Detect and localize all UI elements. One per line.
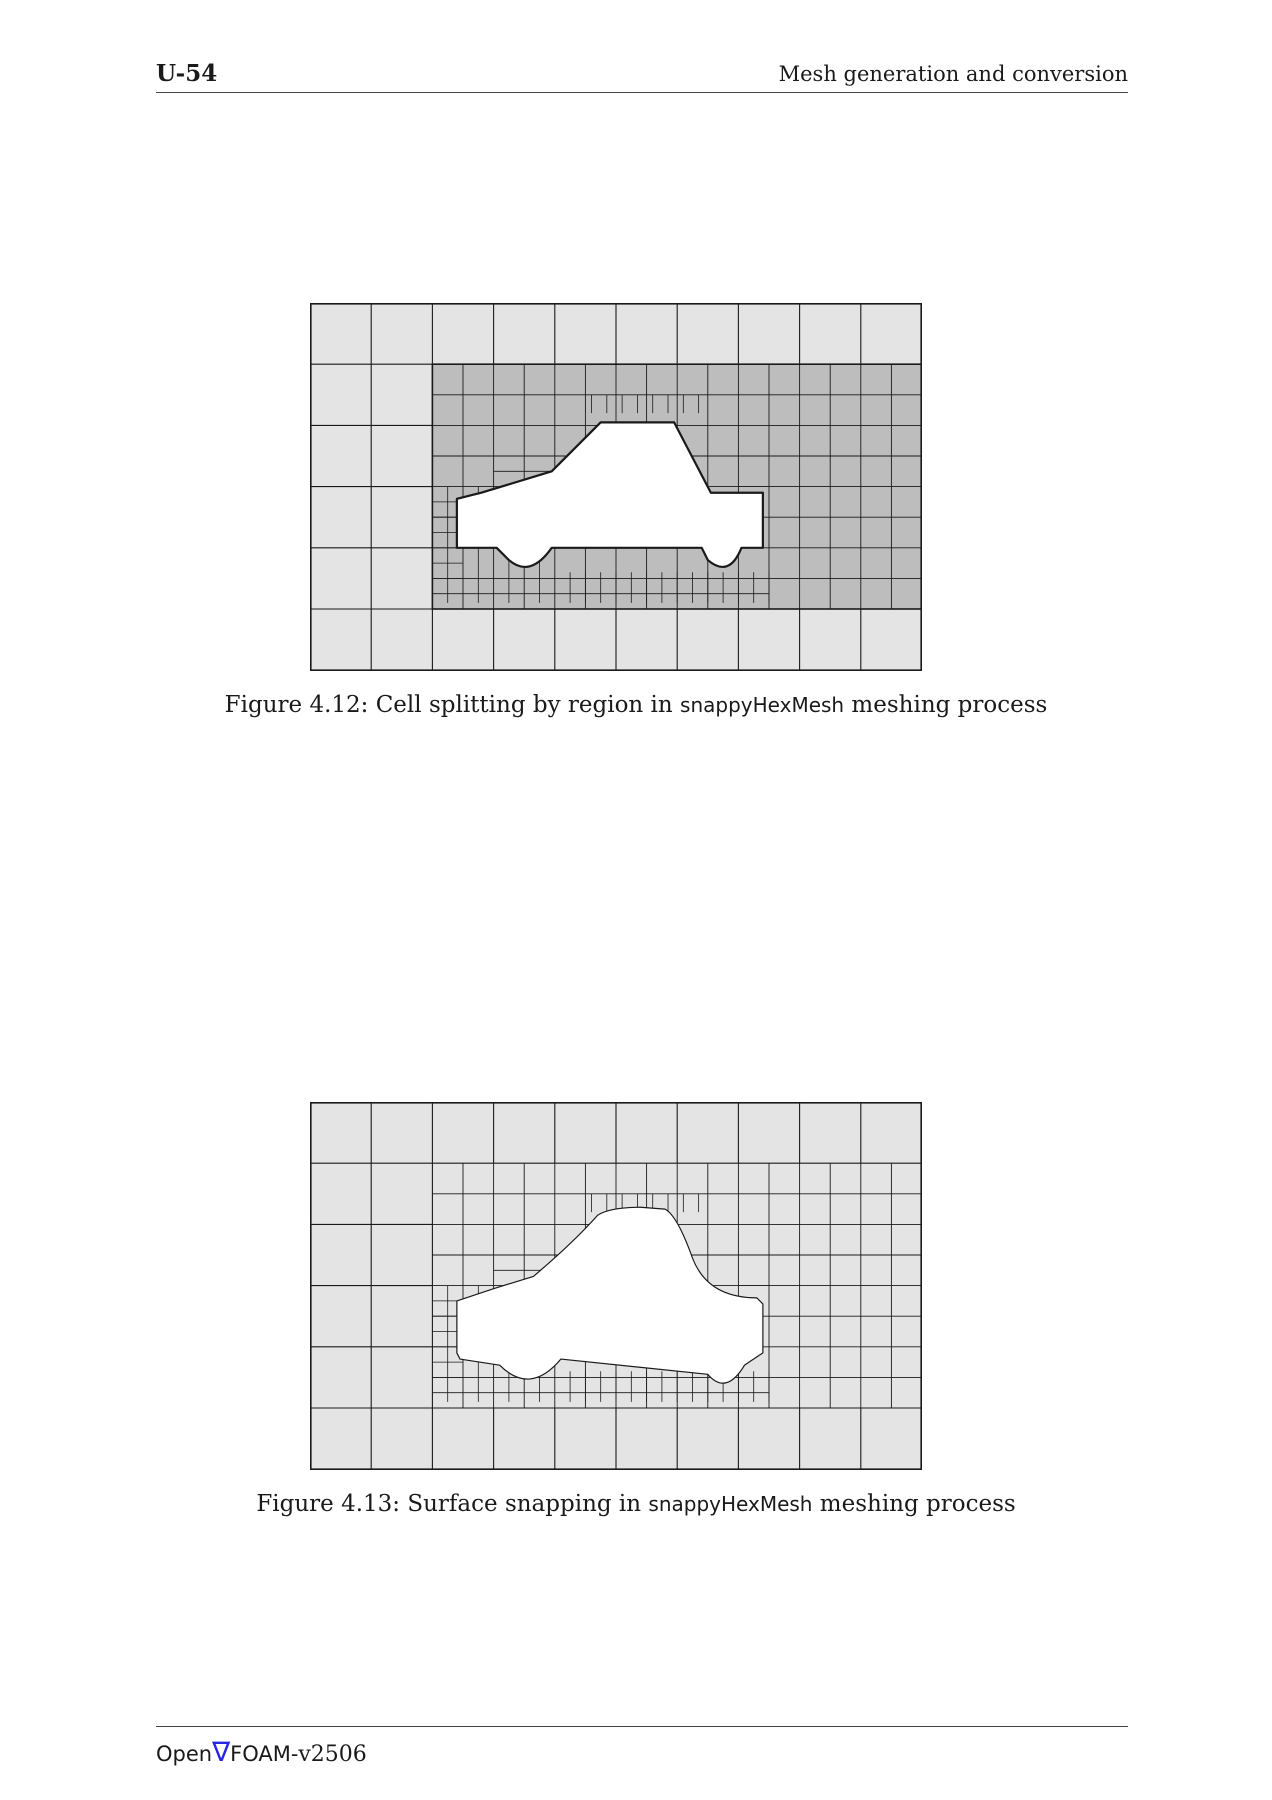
- page-header: U-54 Mesh generation and conversion: [156, 58, 1128, 93]
- page-footer: Open∇FOAM-v2506: [156, 1726, 1128, 1768]
- caption-suffix: meshing process: [819, 1491, 1016, 1517]
- coarse-grid-lines: [310, 1102, 922, 1470]
- caption-suffix: meshing process: [851, 692, 1048, 718]
- figure-caption-4-13: Figure 4.13: Surface snapping in snappyH…: [0, 1491, 1272, 1517]
- running-title: Mesh generation and conversion: [778, 62, 1128, 86]
- caption-tool-name: snappyHexMesh: [680, 693, 845, 717]
- figure-cell-splitting: [310, 303, 922, 671]
- cell-splitting-mesh-diagram: [310, 303, 922, 671]
- figure-caption-4-12: Figure 4.12: Cell splitting by region in…: [0, 692, 1272, 718]
- domain-border: [310, 1102, 922, 1470]
- figure-surface-snapping: [310, 1102, 922, 1470]
- surface-snapping-mesh-diagram: [310, 1102, 922, 1470]
- caption-prefix: Figure 4.13: Surface snapping in: [256, 1491, 642, 1517]
- brand-open: Open: [156, 1742, 213, 1766]
- openfoam-version: Open∇FOAM-v2506: [156, 1737, 367, 1768]
- domain-border: [310, 303, 922, 671]
- caption-tool-name: snappyHexMesh: [648, 1492, 813, 1516]
- caption-prefix: Figure 4.12: Cell splitting by region in: [224, 692, 673, 718]
- brand-foam: FOAM: [230, 1742, 291, 1766]
- page-number: U-54: [156, 60, 218, 87]
- refinement-region-border: [431, 363, 922, 610]
- car-body-surface: [455, 421, 764, 569]
- surface-refined-grid-lines: [432, 394, 770, 603]
- version-label: -v2506: [290, 1742, 367, 1767]
- surface-refined-grid-lines: [432, 1193, 770, 1402]
- car-body-surface: [456, 1206, 764, 1384]
- nabla-logo-icon: ∇: [212, 1737, 231, 1768]
